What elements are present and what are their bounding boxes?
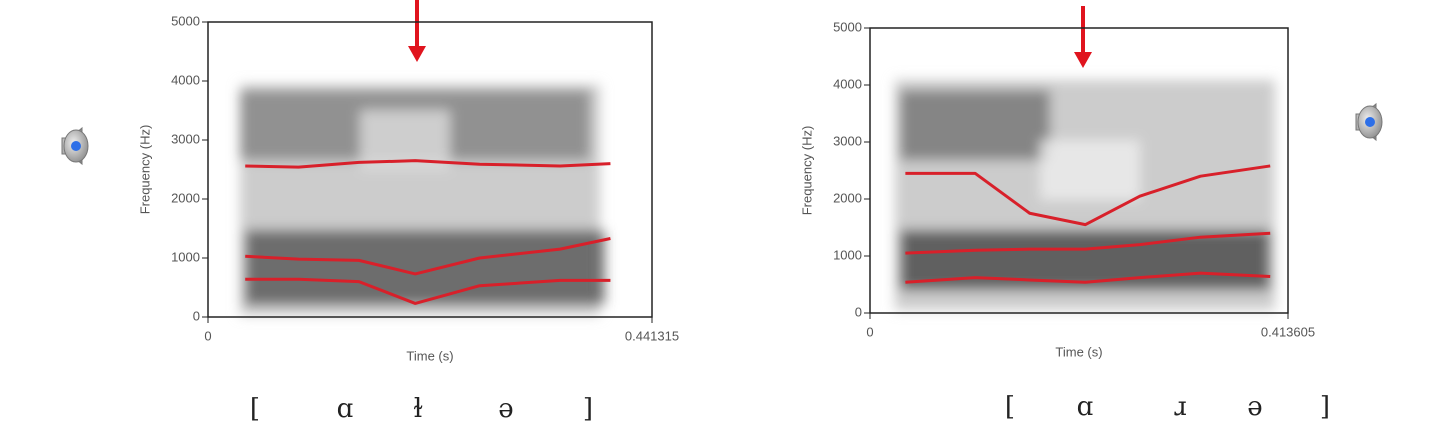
y-tick-label: 4000 bbox=[171, 72, 200, 87]
y-tick-label: 1000 bbox=[833, 247, 862, 262]
transcription-symbol: ɑ bbox=[1077, 392, 1094, 422]
transcription-symbol: ə bbox=[498, 394, 513, 424]
formant-line bbox=[905, 271, 1271, 284]
y-tick-label: 3000 bbox=[833, 133, 862, 148]
arrow bbox=[408, 0, 1092, 68]
y-tick-label: 2000 bbox=[833, 190, 862, 205]
y-tick-label: 4000 bbox=[833, 76, 862, 91]
x-axis-label: Time (s) bbox=[406, 348, 453, 363]
y-tick-label: 1000 bbox=[171, 249, 200, 264]
x-tick-label: 0 bbox=[204, 328, 211, 343]
formant-line bbox=[905, 164, 1271, 227]
transcription-symbol: [ bbox=[250, 394, 260, 424]
formant-line bbox=[245, 237, 611, 276]
y-axis-label: Frequency (Hz) bbox=[137, 125, 152, 215]
y-axis-label: Frequency (Hz) bbox=[799, 126, 814, 216]
transcription-symbol: ɹ bbox=[1173, 392, 1186, 422]
x-tick-label: 0.413605 bbox=[1261, 324, 1315, 339]
transcription-symbol: ] bbox=[583, 394, 593, 424]
spectrogram bbox=[240, 80, 1275, 315]
y-tick-label: 3000 bbox=[171, 131, 200, 146]
y-tick-label: 5000 bbox=[833, 19, 862, 34]
y-tick-label: 0 bbox=[855, 304, 862, 319]
plot-frame bbox=[207, 21, 653, 318]
transcription-symbol: ə bbox=[1247, 392, 1262, 422]
x-axis-label: Time (s) bbox=[1055, 344, 1102, 359]
plot-frame bbox=[869, 27, 1289, 314]
x-tick-label: 0 bbox=[866, 324, 873, 339]
transcription-symbol: ɫ bbox=[413, 394, 423, 424]
transcription-symbol: ] bbox=[1320, 392, 1330, 422]
y-tick-label: 5000 bbox=[171, 13, 200, 28]
y-tick-label: 0 bbox=[193, 308, 200, 323]
formant-line bbox=[245, 277, 611, 305]
x-tick-label: 0.441315 bbox=[625, 328, 679, 343]
formant-line bbox=[245, 159, 611, 169]
y-tick-label: 2000 bbox=[171, 190, 200, 205]
speaker-icon[interactable] bbox=[1355, 102, 1383, 142]
transcription-symbol: [ bbox=[1005, 392, 1015, 422]
formant-line bbox=[905, 231, 1271, 255]
speaker-icon[interactable] bbox=[61, 126, 89, 166]
transcription-symbol: ɑ bbox=[337, 394, 354, 424]
